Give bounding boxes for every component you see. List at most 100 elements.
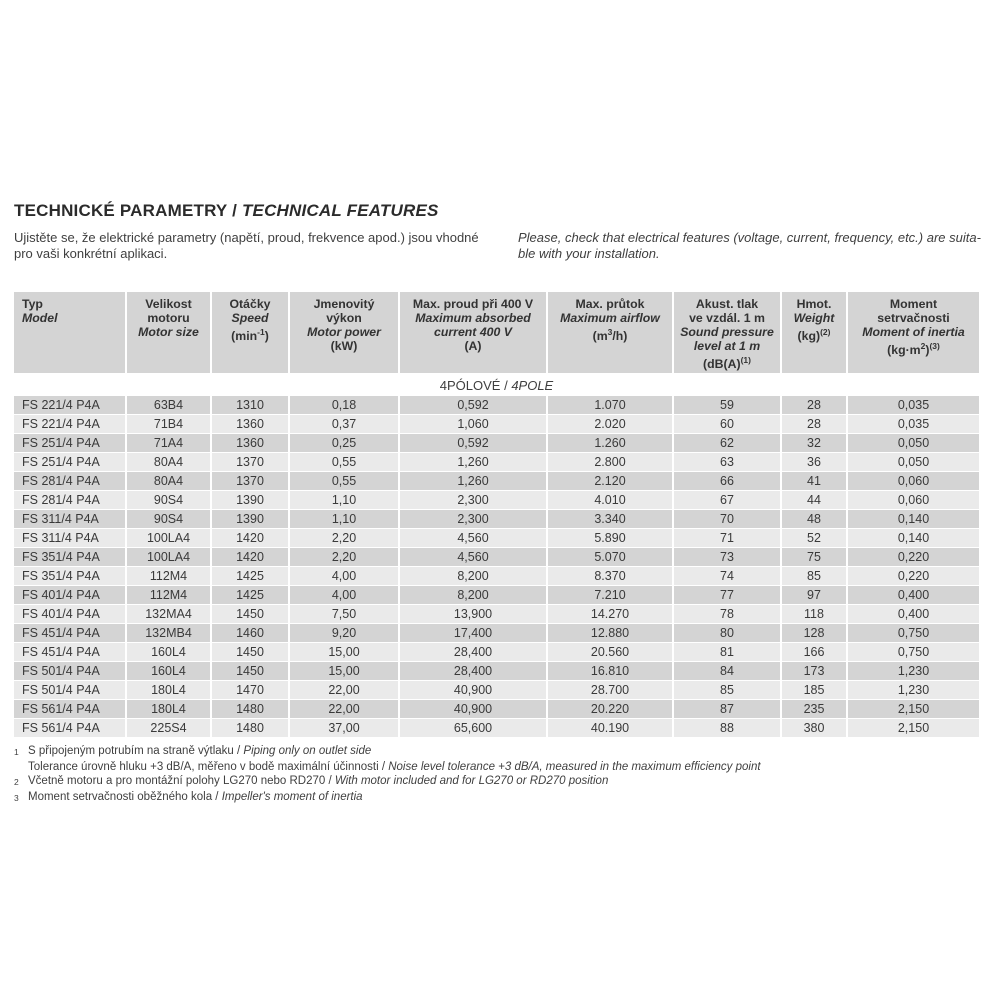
cell-current: 8,200: [400, 567, 546, 586]
cell-sound: 73: [674, 548, 780, 567]
cell-speed: 1360: [212, 415, 288, 434]
cell-sound: 66: [674, 472, 780, 491]
cell-model: FS 451/4 P4A: [14, 643, 125, 662]
cell-weight: 48: [782, 510, 846, 529]
cell-inertia: 0,400: [848, 586, 979, 605]
cell-inertia: 2,150: [848, 700, 979, 719]
cell-sound: 78: [674, 605, 780, 624]
cell-speed: 1480: [212, 700, 288, 719]
table-row: FS 311/4 P4A 100LA4 1420 2,20 4,560 5.890 71 52…: [14, 529, 979, 548]
cell-speed: 1390: [212, 491, 288, 510]
cell-current: 1,060: [400, 415, 546, 434]
cell-power: 15,00: [290, 643, 398, 662]
column-header-airflow: Max. průtok Maximum airflow (m3/h): [548, 292, 672, 374]
cell-inertia: 0,750: [848, 624, 979, 643]
cell-model: FS 501/4 P4A: [14, 662, 125, 681]
cell-weight: 166: [782, 643, 846, 662]
cell-model: FS 351/4 P4A: [14, 548, 125, 567]
cell-airflow: 14.270: [548, 605, 672, 624]
cell-airflow: 4.010: [548, 491, 672, 510]
cell-speed: 1450: [212, 662, 288, 681]
cell-airflow: 2.800: [548, 453, 672, 472]
table-row: FS 451/4 P4A 132MB4 1460 9,20 17,400 12.880 80…: [14, 624, 979, 643]
cell-power: 4,00: [290, 586, 398, 605]
cell-inertia: 0,400: [848, 605, 979, 624]
cell-model: FS 251/4 P4A: [14, 434, 125, 453]
cell-motor-size: 180L4: [127, 681, 210, 700]
cell-power: 0,55: [290, 453, 398, 472]
footnote: 3 Moment setrvačnosti oběžného kola / Imp…: [14, 790, 761, 806]
cell-current: 1,260: [400, 453, 546, 472]
intro-english-line: ble with your installation.: [518, 246, 660, 261]
table-row: FS 221/4 P4A 71B4 1360 0,37 1,060 2.020 60 28 0,…: [14, 415, 979, 434]
cell-weight: 380: [782, 719, 846, 738]
cell-airflow: 5.070: [548, 548, 672, 567]
cell-inertia: 0,750: [848, 643, 979, 662]
cell-power: 0,37: [290, 415, 398, 434]
footnote-marker: 3: [14, 792, 19, 803]
cell-speed: 1370: [212, 472, 288, 491]
cell-motor-size: 90S4: [127, 510, 210, 529]
cell-airflow: 28.700: [548, 681, 672, 700]
table-header-row: Typ Model Velikost motoru Motor size Otáčky Sp…: [14, 292, 979, 374]
cell-model: FS 281/4 P4A: [14, 472, 125, 491]
cell-current: 4,560: [400, 548, 546, 567]
cell-motor-size: 112M4: [127, 586, 210, 605]
cell-power: 2,20: [290, 548, 398, 567]
cell-speed: 1480: [212, 719, 288, 738]
column-header-weight: Hmot. Weight (kg)(2): [782, 292, 846, 374]
cell-airflow: 8.370: [548, 567, 672, 586]
cell-weight: 36: [782, 453, 846, 472]
cell-speed: 1390: [212, 510, 288, 529]
cell-weight: 128: [782, 624, 846, 643]
cell-inertia: 0,140: [848, 529, 979, 548]
section-row: 4PÓLOVÉ / 4POLE: [14, 374, 979, 396]
cell-speed: 1425: [212, 567, 288, 586]
table-row: FS 561/4 P4A 225S4 1480 37,00 65,600 40.190 88…: [14, 719, 979, 738]
cell-sound: 63: [674, 453, 780, 472]
footnote-czech: S připojeným potrubím na straně výtlaku …: [28, 745, 244, 757]
table-row: FS 501/4 P4A 180L4 1470 22,00 40,900 28.700 85…: [14, 681, 979, 700]
cell-sound: 85: [674, 681, 780, 700]
footnote-czech: Moment setrvačnosti oběžného kola /: [28, 790, 222, 803]
cell-current: 13,900: [400, 605, 546, 624]
column-header-sound: Akust. tlak ve vzdál. 1 m Sound pressure le…: [674, 292, 780, 374]
cell-motor-size: 80A4: [127, 453, 210, 472]
cell-power: 0,55: [290, 472, 398, 491]
cell-motor-size: 132MB4: [127, 624, 210, 643]
column-header-motor-size: Velikost motoru Motor size: [127, 292, 210, 374]
footnote-marker: 1: [14, 747, 19, 757]
cell-current: 4,560: [400, 529, 546, 548]
cell-motor-size: 71A4: [127, 434, 210, 453]
column-header-inertia: Moment setrvačnosti Moment of inertia (kg·m…: [848, 292, 979, 374]
cell-model: FS 221/4 P4A: [14, 396, 125, 415]
cell-power: 2,20: [290, 529, 398, 548]
cell-speed: 1450: [212, 605, 288, 624]
intro-czech-line: Ujistěte se, že elektrické parametry (na…: [14, 230, 479, 245]
cell-sound: 71: [674, 529, 780, 548]
footnote-english: Noise level tolerance +3 dB/A, measured …: [388, 760, 761, 773]
cell-sound: 67: [674, 491, 780, 510]
column-header-model: Typ Model: [14, 292, 125, 374]
cell-sound: 59: [674, 396, 780, 415]
cell-weight: 44: [782, 491, 846, 510]
cell-speed: 1425: [212, 586, 288, 605]
cell-speed: 1370: [212, 453, 288, 472]
cell-weight: 85: [782, 567, 846, 586]
cell-motor-size: 63B4: [127, 396, 210, 415]
cell-weight: 75: [782, 548, 846, 567]
footnote-marker: 2: [14, 777, 19, 787]
cell-weight: 97: [782, 586, 846, 605]
cell-current: 2,300: [400, 491, 546, 510]
cell-inertia: 0,050: [848, 434, 979, 453]
cell-power: 1,10: [290, 491, 398, 510]
cell-model: FS 501/4 P4A: [14, 681, 125, 700]
cell-speed: 1450: [212, 643, 288, 662]
intro-czech-line: pro vaši konkrétní aplikaci.: [14, 246, 168, 261]
intro-english-line: Please, check that electrical features (…: [518, 230, 981, 245]
cell-inertia: 0,140: [848, 510, 979, 529]
table-row: FS 281/4 P4A 80A4 1370 0,55 1,260 2.120 66 41 0,…: [14, 472, 979, 491]
cell-weight: 28: [782, 415, 846, 434]
cell-current: 8,200: [400, 586, 546, 605]
footnote-czech: Včetně motoru a pro montážní polohy LG27…: [28, 775, 335, 787]
